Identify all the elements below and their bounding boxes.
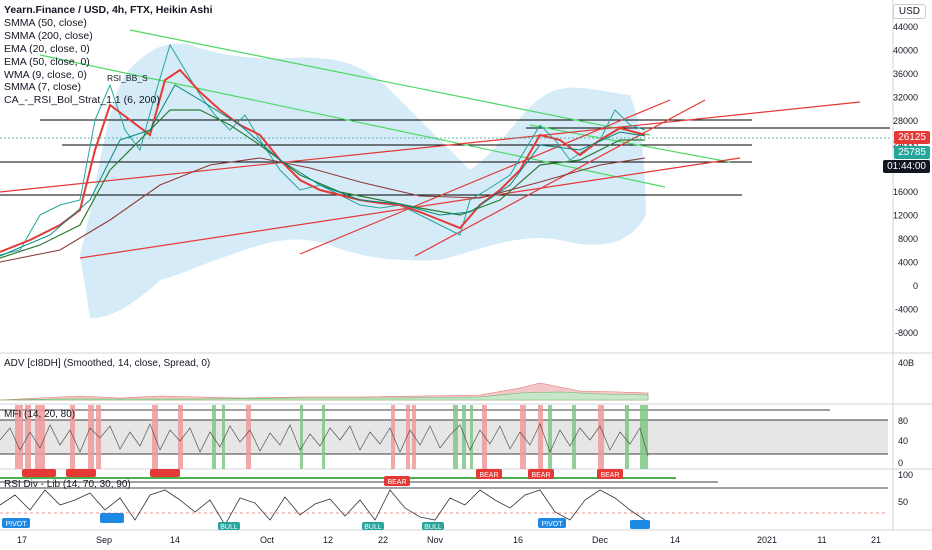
ema-50-line [0,109,645,259]
mfi-pane [0,405,888,469]
adv-panel-label[interactable]: ADV [cI8DH] (Smoothed, 14, close, Spread… [4,358,211,369]
smma-7-line [0,68,646,253]
legend-symbol[interactable]: Yearn.Finance / USD, 4h, FTX, Heikin Ash… [4,4,213,16]
mfi-green-bars [212,405,648,469]
rsi-pane [0,477,888,526]
adv-pane [0,382,649,401]
legend-smma-200[interactable]: SMMA (200, close) [4,29,93,42]
countdown-tag: 01:44:00 [883,160,930,173]
rsi-panel-label[interactable]: RSI Div - Lib (14, 70, 30, 90) [4,479,131,490]
last-price-tag: 26125 [894,131,930,144]
secondary-price-tag: 25785 [894,146,930,159]
mfi-panel-label[interactable]: MFI (14, 20, 80) [4,409,76,420]
legend-ema-50[interactable]: EMA (50, close, 0) [4,55,90,68]
mfi-line [0,423,649,457]
legend-smma-7[interactable]: SMMA (7, close) [4,81,82,94]
legend-rsi-bol-strat[interactable]: CA_-_RSI_Bol_Strat_1.1 (6, 200) [4,94,160,107]
currency-button[interactable]: USD [892,4,926,19]
ema-20-line [0,84,646,257]
chart-annotation: RSI_BB_S [107,73,148,83]
legend-ema-20[interactable]: EMA (20, close, 0) [4,42,90,55]
smma-200-line [0,157,646,263]
green-trendlines [39,29,731,188]
legend-wma-9[interactable]: WMA (9, close, 0) [4,68,87,81]
rsi-line [0,489,646,526]
red-trendlines [0,99,861,259]
chart-legend: Yearn.Finance / USD, 4h, FTX, Heikin Ash… [4,4,213,107]
moving-averages [0,43,646,263]
legend-smma-50[interactable]: SMMA (50, close) [4,16,87,29]
